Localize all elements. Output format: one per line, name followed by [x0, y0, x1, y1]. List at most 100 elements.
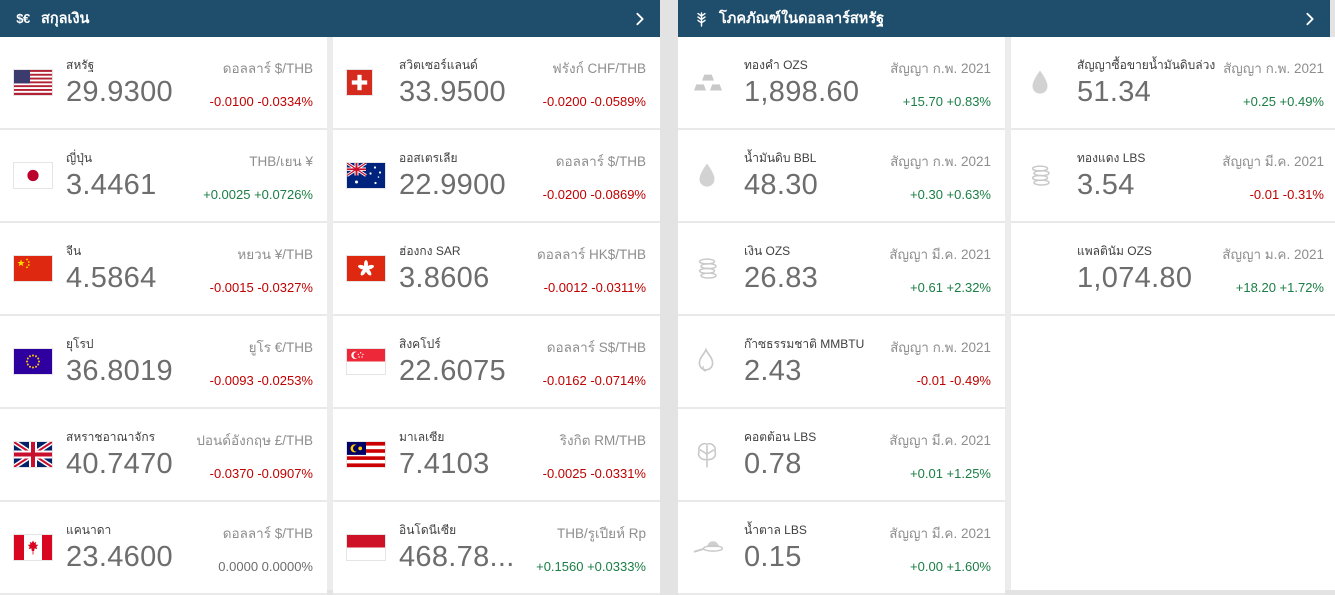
quote-value: 7.4103: [399, 447, 490, 480]
quote-card[interactable]: ญี่ปุ่น 3.4461 THB/เยน ¥ +0.0025 +0.0726…: [0, 130, 327, 223]
quote-unit-label: สัญญา มี.ค. 2021: [889, 432, 991, 448]
quote-card[interactable]: ยุโรป 36.8019 ยูโร €/THB -0.0093 -0.0253…: [0, 316, 327, 409]
quote-value: 23.4600: [66, 540, 173, 573]
quote-value: 468.78...: [399, 540, 515, 573]
currencies-panel-body: สหรัฐ 29.9300 ดอลลาร์ $/THB -0.0100 -0.0…: [0, 37, 660, 595]
quote-side: THB/เยน ¥ +0.0025 +0.0726%: [195, 150, 313, 202]
quote-unit-label: สัญญา มี.ค. 2021: [889, 246, 991, 262]
sugar-spoon-icon: [692, 534, 732, 562]
quote-change: +0.00 +1.60%: [910, 558, 991, 574]
quote-card[interactable]: สหราชอาณาจักร 40.7470 ปอนด์อังกฤษ £/THB …: [0, 409, 327, 502]
quote-value: 3.4461: [66, 168, 157, 201]
quote-card[interactable]: ก๊าซธรรมชาติ MMBTU 2.43 สัญญา ก.พ. 2021 …: [678, 316, 1005, 409]
quote-side: ดอลลาร์ HK$/THB -0.0012 -0.0311%: [529, 243, 646, 295]
quote-unit-label: ดอลลาร์ $/THB: [222, 60, 313, 76]
quote-change: 0.0000 0.0000%: [218, 558, 313, 574]
quote-change: -0.0012 -0.0311%: [543, 279, 646, 295]
quote-unit-label: THB/เยน ¥: [249, 153, 313, 169]
quote-value: 36.8019: [66, 354, 173, 387]
quote-name: ทองแดง LBS: [1077, 150, 1146, 165]
uk-flag-icon: [14, 442, 54, 467]
quote-card[interactable]: ทองคำ OZS 1,898.60 สัญญา ก.พ. 2021 +15.7…: [678, 37, 1005, 130]
currencies-column-2: สวิตเซอร์แลนด์ 33.9500 ฟรังก์ CHF/THB -0…: [333, 37, 660, 595]
quote-unit-label: ดอลลาร์ S$/THB: [546, 339, 646, 355]
flame-icon: [692, 346, 732, 378]
quote-side: สัญญา มี.ค. 2021 +0.01 +1.25%: [881, 429, 991, 481]
quote-name: คอตต้อน LBS: [744, 429, 817, 444]
chevron-right-icon[interactable]: [1303, 12, 1317, 26]
coin-stack-icon: [1025, 161, 1065, 191]
quote-card[interactable]: จีน 4.5864 หยวน ¥/THB -0.0015 -0.0327%: [0, 223, 327, 316]
quote-card[interactable]: แคนาดา 23.4600 ดอลลาร์ $/THB 0.0000 0.00…: [0, 502, 327, 595]
quote-card[interactable]: ฮ่องกง SAR 3.8606 ดอลลาร์ HK$/THB -0.001…: [333, 223, 660, 316]
quote-value: 22.9900: [399, 168, 506, 201]
quote-change: -0.0093 -0.0253%: [209, 372, 313, 388]
quote-name: ญี่ปุ่น: [66, 150, 93, 165]
quote-card[interactable]: เงิน OZS 26.83 สัญญา มี.ค. 2021 +0.61 +2…: [678, 223, 1005, 316]
coin-stack-icon: [692, 254, 732, 284]
quote-card[interactable]: ออสเตรเลีย 22.9900 ดอลลาร์ $/THB -0.0200…: [333, 130, 660, 223]
quote-unit-label: THB/รูเปียห์ Rp: [556, 525, 646, 541]
japan-flag-icon: [14, 163, 54, 188]
china-flag-icon: [14, 256, 54, 281]
quote-name: ทองคำ OZS: [744, 57, 808, 72]
quote-card[interactable]: สัญญาซื้อขายน้ำมันดิบล่วง... 51.34 สัญญา…: [1011, 37, 1335, 130]
quote-main: จีน 4.5864: [66, 242, 157, 295]
quote-main: อินโดนีเซีย 468.78...: [399, 521, 515, 574]
quote-card[interactable]: มาเลเซีย 7.4103 ริงกิต RM/THB -0.0025 -0…: [333, 409, 660, 502]
quote-card[interactable]: สวิตเซอร์แลนด์ 33.9500 ฟรังก์ CHF/THB -0…: [333, 37, 660, 130]
quote-card[interactable]: อินโดนีเซีย 468.78... THB/รูเปียห์ Rp +0…: [333, 502, 660, 595]
quote-card[interactable]: น้ำตาล LBS 0.15 สัญญา มี.ค. 2021 +0.00 +…: [678, 502, 1005, 595]
quote-unit-label: ฟรังก์ CHF/THB: [552, 60, 646, 76]
gold-bars-icon: [692, 68, 732, 98]
quote-name: จีน: [66, 243, 82, 258]
quote-card[interactable]: แพลตินัม OZS 1,074.80 สัญญา ม.ค. 2021 +1…: [1011, 223, 1335, 316]
quote-unit-label: สัญญา ก.พ. 2021: [890, 153, 991, 169]
quote-change: -0.0100 -0.0334%: [209, 93, 313, 109]
quote-side: ริงกิต RM/THB -0.0025 -0.0331%: [535, 429, 646, 481]
quote-change: -0.0200 -0.0869%: [542, 186, 646, 202]
quote-card[interactable]: น้ำมันดิบ BBL 48.30 สัญญา ก.พ. 2021 +0.3…: [678, 130, 1005, 223]
quote-name: เงิน OZS: [744, 243, 791, 258]
quote-unit-label: สัญญา มี.ค. 2021: [889, 525, 991, 541]
quote-value: 3.8606: [399, 261, 490, 294]
wheat-icon: [692, 10, 710, 27]
quote-card[interactable]: สหรัฐ 29.9300 ดอลลาร์ $/THB -0.0100 -0.0…: [0, 37, 327, 130]
quote-unit-label: ริงกิต RM/THB: [559, 432, 646, 448]
chevron-right-icon[interactable]: [633, 12, 647, 26]
quote-unit-label: สัญญา มี.ค. 2021: [1222, 153, 1324, 169]
us-flag-icon: [14, 70, 54, 95]
hong-kong-flag-icon: [347, 256, 387, 281]
quote-unit-label: สัญญา ก.พ. 2021: [890, 60, 991, 76]
quote-main: สัญญาซื้อขายน้ำมันดิบล่วง... 51.34: [1077, 56, 1215, 109]
quote-change: +0.25 +0.49%: [1243, 93, 1324, 109]
quote-card[interactable]: ทองแดง LBS 3.54 สัญญา มี.ค. 2021 -0.01 -…: [1011, 130, 1335, 223]
quote-main: สวิตเซอร์แลนด์ 33.9500: [399, 56, 506, 109]
quote-value: 4.5864: [66, 261, 157, 294]
currencies-panel-title: สกุลเงิน: [41, 11, 90, 27]
quote-side: ดอลลาร์ $/THB -0.0100 -0.0334%: [202, 57, 313, 109]
quote-card[interactable]: สิงคโปร์ 22.6075 ดอลลาร์ S$/THB -0.0162 …: [333, 316, 660, 409]
eu-flag-icon: [14, 349, 54, 374]
currencies-panel-header[interactable]: $€ สกุลเงิน: [0, 0, 660, 37]
quote-change: +0.01 +1.25%: [910, 465, 991, 481]
quote-value: 26.83: [744, 261, 819, 294]
quote-main: ญี่ปุ่น 3.4461: [66, 149, 157, 202]
quote-name: น้ำมันดิบ BBL: [744, 150, 817, 165]
quote-value: 22.6075: [399, 354, 506, 387]
quote-value: 29.9300: [66, 75, 173, 108]
commodities-panel-header[interactable]: โภคภัณฑ์ในดอลลาร์สหรัฐ: [678, 0, 1330, 37]
quote-main: คอตต้อน LBS 0.78: [744, 428, 816, 481]
cotton-icon: [692, 439, 732, 471]
oil-drop-icon: [692, 160, 732, 192]
quote-value: 0.78: [744, 447, 802, 480]
quote-change: -0.0162 -0.0714%: [542, 372, 646, 388]
quote-main: ยุโรป 36.8019: [66, 335, 173, 388]
commodities-panel-title: โภคภัณฑ์ในดอลลาร์สหรัฐ: [719, 11, 885, 27]
quote-change: -0.0370 -0.0907%: [209, 465, 313, 481]
quote-main: สิงคโปร์ 22.6075: [399, 335, 506, 388]
quote-card[interactable]: คอตต้อน LBS 0.78 สัญญา มี.ค. 2021 +0.01 …: [678, 409, 1005, 502]
quote-value: 0.15: [744, 540, 802, 573]
quote-side: สัญญา ก.พ. 2021 +15.70 +0.83%: [882, 57, 991, 109]
quote-main: ออสเตรเลีย 22.9900: [399, 149, 506, 202]
